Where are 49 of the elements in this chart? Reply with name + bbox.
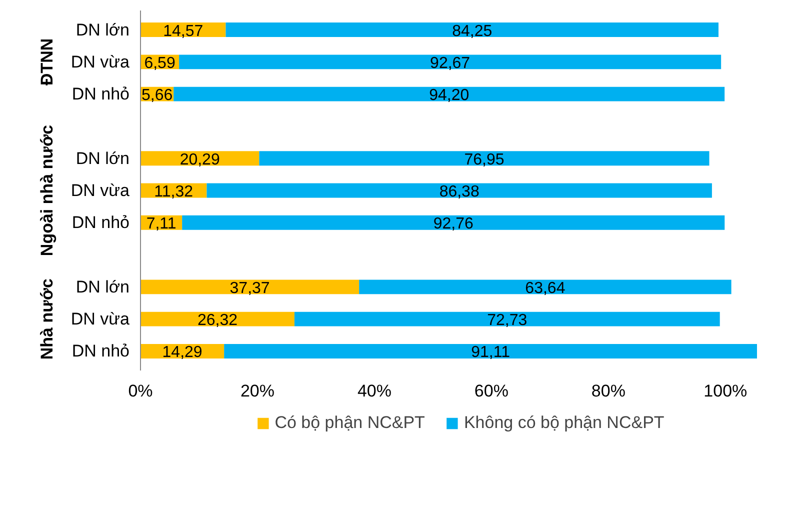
y-tick-label: DN nhỏ — [72, 84, 130, 104]
x-tick-label: 80% — [591, 382, 626, 400]
x-tick-label: 60% — [474, 382, 508, 400]
data-label: 14,29 — [162, 344, 202, 362]
data-label: 94,20 — [429, 87, 470, 104]
bar — [224, 344, 757, 358]
data-label: 76,95 — [464, 151, 504, 168]
data-label: 91,11 — [471, 344, 510, 362]
x-tick-label: 40% — [357, 382, 392, 400]
y-tick-label: DN vừa — [70, 181, 130, 200]
y-tick-label: DN lớn — [76, 148, 130, 168]
data-label: 20,29 — [180, 151, 220, 168]
data-label: 86,38 — [439, 184, 480, 200]
text: Ngoài nhà nước — [38, 124, 56, 256]
data-label: 26,32 — [197, 312, 238, 330]
text: ĐTNN — [38, 38, 56, 86]
bar — [294, 312, 720, 326]
bar — [359, 280, 732, 294]
bar — [182, 215, 725, 230]
data-label: 63,64 — [525, 280, 566, 297]
y-tick-label: DN nhỏ — [72, 213, 130, 232]
y-tick-label: DN lớn — [76, 20, 130, 40]
x-tick-label: 20% — [240, 382, 274, 400]
x-tick-label: 0% — [128, 382, 153, 400]
data-label: 5,66 — [141, 87, 173, 104]
data-label: 92,67 — [430, 54, 470, 72]
x-tick-label: 100% — [704, 382, 748, 400]
bar — [174, 86, 725, 102]
y-tick-label: DN lớn — [76, 277, 130, 296]
y-tick-label: DN vừa — [70, 52, 130, 72]
data-label: 84,25 — [452, 22, 492, 40]
data-label: 14,57 — [163, 22, 204, 40]
bar — [140, 312, 294, 326]
data-label: 11,32 — [154, 184, 194, 200]
data-label: 92,76 — [433, 216, 474, 233]
bar — [259, 151, 710, 166]
data-label: 72,73 — [487, 312, 528, 330]
bar — [226, 22, 719, 38]
data-label: 37,37 — [230, 280, 270, 297]
bar — [179, 54, 722, 70]
text: Nhà nước — [38, 278, 56, 360]
bar — [206, 183, 712, 198]
legend-label: Có bộ phận NC&PT — [274, 413, 425, 433]
y-tick-label: DN vừa — [70, 310, 130, 329]
legend-label: Không có bộ phận NC&PT — [464, 413, 664, 433]
y-tick-label: DN nhỏ — [72, 342, 130, 361]
data-label: 7,11 — [146, 216, 176, 233]
data-label: 6,59 — [144, 54, 176, 72]
bar — [140, 280, 360, 294]
